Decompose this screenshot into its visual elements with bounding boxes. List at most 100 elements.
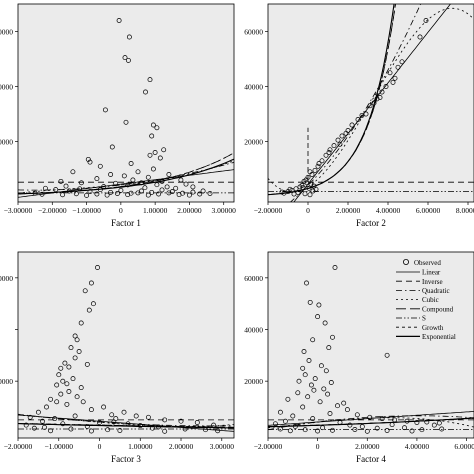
data-point bbox=[54, 399, 60, 405]
data-point bbox=[335, 137, 341, 143]
data-point bbox=[197, 191, 203, 197]
data-point bbox=[161, 147, 167, 153]
legend-label: Compound bbox=[422, 305, 454, 313]
fit-curve-exponential bbox=[18, 423, 234, 429]
data-point bbox=[186, 192, 192, 198]
data-point bbox=[108, 172, 114, 177]
data-point bbox=[78, 385, 84, 391]
x-tick-label: 3.00000 bbox=[210, 442, 235, 451]
data-point bbox=[182, 426, 188, 432]
data-point bbox=[337, 420, 343, 425]
data-point bbox=[84, 423, 90, 429]
observed-points bbox=[23, 265, 221, 434]
data-point bbox=[354, 412, 360, 418]
legend-label-observed: Observed bbox=[414, 259, 441, 267]
x-tick-label: 2.00000 bbox=[336, 206, 361, 215]
data-point bbox=[145, 174, 151, 180]
data-point bbox=[319, 158, 325, 164]
data-point bbox=[149, 189, 155, 195]
data-point bbox=[332, 265, 338, 270]
data-point bbox=[384, 352, 390, 358]
x-tick-label: −1.00000 bbox=[44, 442, 73, 451]
data-point bbox=[302, 372, 308, 378]
data-point bbox=[58, 365, 64, 371]
fit-curve-growth bbox=[268, 4, 396, 195]
panels-group: 0000 0000 0000 −3.00000 −2.00000 −1.00000 0 1.0… bbox=[0, 3, 474, 464]
data-point bbox=[164, 184, 170, 190]
data-point bbox=[95, 265, 100, 270]
data-point bbox=[23, 422, 29, 428]
legend-label: Quadratic bbox=[422, 287, 450, 295]
data-point bbox=[293, 186, 299, 192]
data-point bbox=[183, 181, 189, 187]
x-axis-label: Factor 3 bbox=[111, 454, 141, 464]
data-point bbox=[142, 185, 148, 191]
data-point bbox=[150, 425, 155, 431]
fit-curve-exponential bbox=[268, 417, 474, 428]
x-tick-label: 2.00000 bbox=[177, 206, 202, 215]
data-point bbox=[130, 177, 136, 183]
x-tick-label: 8.00000 bbox=[456, 206, 474, 215]
fit-curve-linear bbox=[268, 411, 474, 426]
data-point bbox=[54, 382, 60, 388]
data-point bbox=[122, 55, 128, 61]
x-tick-label: 0 bbox=[306, 206, 310, 215]
x-tick-label: 3.00000 bbox=[212, 206, 237, 215]
data-point bbox=[282, 418, 288, 424]
data-point bbox=[147, 77, 153, 83]
data-point bbox=[125, 192, 131, 198]
data-point bbox=[154, 182, 160, 188]
data-point bbox=[392, 417, 398, 423]
data-point bbox=[58, 391, 64, 397]
data-point bbox=[133, 413, 139, 419]
data-point bbox=[88, 428, 94, 434]
x-tick-label: 4.00000 bbox=[376, 206, 401, 215]
y-tick-label: 20000 bbox=[244, 138, 263, 147]
y-tick-label: 40000 bbox=[244, 83, 263, 92]
data-point bbox=[166, 172, 172, 177]
data-point bbox=[74, 337, 80, 343]
data-point bbox=[200, 188, 206, 194]
data-point bbox=[215, 428, 221, 434]
data-point bbox=[101, 404, 107, 410]
data-point bbox=[42, 185, 48, 191]
data-point bbox=[76, 349, 82, 354]
x-tick-label: 6.00000 bbox=[454, 442, 474, 451]
data-point bbox=[207, 191, 213, 196]
data-point bbox=[318, 363, 324, 369]
data-point bbox=[84, 361, 90, 367]
data-point bbox=[436, 420, 442, 426]
data-point bbox=[150, 122, 156, 128]
x-tick-label: 0 bbox=[98, 442, 102, 451]
data-point bbox=[48, 428, 54, 434]
data-point bbox=[300, 404, 306, 410]
data-point bbox=[82, 288, 88, 294]
x-axis-label: Factor 4 bbox=[356, 454, 386, 464]
data-point bbox=[173, 185, 179, 191]
data-point bbox=[78, 320, 84, 326]
x-tick-label: 2.00000 bbox=[355, 442, 380, 451]
legend-label: S bbox=[422, 315, 426, 323]
data-point bbox=[301, 178, 307, 184]
data-point bbox=[178, 418, 184, 424]
data-point bbox=[399, 59, 405, 65]
data-point bbox=[359, 424, 365, 430]
data-point bbox=[300, 365, 306, 371]
data-point bbox=[315, 163, 321, 169]
y-tick-label: 0000 bbox=[0, 274, 13, 283]
data-point bbox=[60, 378, 66, 384]
data-point bbox=[328, 380, 334, 385]
data-point bbox=[149, 133, 155, 139]
data-point bbox=[70, 376, 76, 382]
data-point bbox=[419, 427, 425, 433]
data-point bbox=[345, 128, 351, 133]
data-point bbox=[311, 387, 317, 393]
data-point bbox=[367, 103, 373, 109]
data-point bbox=[118, 187, 124, 193]
data-point bbox=[178, 177, 184, 183]
data-point bbox=[121, 173, 127, 179]
data-point bbox=[315, 428, 321, 434]
data-point bbox=[367, 414, 373, 420]
data-point bbox=[97, 163, 103, 169]
data-point bbox=[66, 364, 72, 370]
